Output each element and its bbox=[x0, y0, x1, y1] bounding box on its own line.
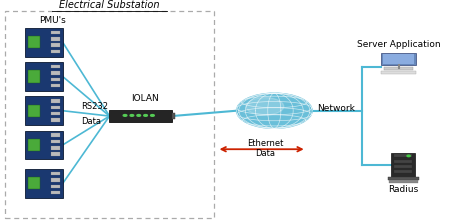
Text: Network: Network bbox=[317, 104, 355, 113]
FancyBboxPatch shape bbox=[382, 53, 416, 65]
Text: Radius: Radius bbox=[388, 185, 419, 194]
FancyBboxPatch shape bbox=[51, 118, 60, 122]
FancyBboxPatch shape bbox=[51, 37, 60, 41]
FancyBboxPatch shape bbox=[51, 140, 60, 143]
Circle shape bbox=[137, 115, 141, 116]
Circle shape bbox=[151, 115, 154, 116]
FancyBboxPatch shape bbox=[51, 191, 60, 194]
FancyBboxPatch shape bbox=[51, 146, 60, 150]
FancyBboxPatch shape bbox=[28, 36, 40, 48]
FancyBboxPatch shape bbox=[25, 62, 63, 91]
FancyBboxPatch shape bbox=[51, 43, 60, 47]
FancyBboxPatch shape bbox=[28, 105, 40, 117]
FancyBboxPatch shape bbox=[51, 105, 60, 109]
FancyBboxPatch shape bbox=[25, 169, 63, 198]
FancyBboxPatch shape bbox=[382, 71, 416, 74]
FancyBboxPatch shape bbox=[51, 50, 60, 53]
FancyBboxPatch shape bbox=[51, 185, 60, 188]
Text: IOLAN: IOLAN bbox=[131, 94, 159, 103]
FancyBboxPatch shape bbox=[51, 99, 60, 103]
Text: Data: Data bbox=[81, 117, 100, 126]
Circle shape bbox=[144, 115, 148, 116]
Text: PMU's: PMU's bbox=[39, 16, 66, 25]
FancyBboxPatch shape bbox=[28, 177, 40, 190]
FancyBboxPatch shape bbox=[51, 84, 60, 87]
Circle shape bbox=[236, 93, 312, 128]
FancyBboxPatch shape bbox=[25, 28, 63, 57]
FancyBboxPatch shape bbox=[384, 54, 414, 64]
FancyBboxPatch shape bbox=[51, 178, 60, 182]
FancyBboxPatch shape bbox=[51, 153, 60, 156]
FancyBboxPatch shape bbox=[51, 133, 60, 137]
FancyBboxPatch shape bbox=[51, 65, 60, 68]
FancyBboxPatch shape bbox=[391, 153, 415, 178]
FancyBboxPatch shape bbox=[51, 71, 60, 75]
FancyBboxPatch shape bbox=[389, 180, 418, 183]
FancyBboxPatch shape bbox=[388, 177, 419, 180]
FancyBboxPatch shape bbox=[51, 78, 60, 81]
FancyBboxPatch shape bbox=[51, 31, 60, 34]
Text: Ethernet
Data: Ethernet Data bbox=[247, 139, 283, 158]
Circle shape bbox=[246, 98, 284, 115]
FancyBboxPatch shape bbox=[394, 165, 413, 168]
FancyBboxPatch shape bbox=[51, 172, 60, 175]
FancyBboxPatch shape bbox=[394, 160, 413, 163]
FancyBboxPatch shape bbox=[28, 139, 40, 151]
FancyBboxPatch shape bbox=[394, 170, 413, 173]
FancyBboxPatch shape bbox=[110, 110, 171, 122]
Circle shape bbox=[130, 115, 134, 116]
FancyBboxPatch shape bbox=[28, 70, 40, 83]
FancyBboxPatch shape bbox=[25, 130, 63, 159]
Text: Server Application: Server Application bbox=[357, 40, 441, 49]
FancyBboxPatch shape bbox=[171, 113, 176, 119]
FancyBboxPatch shape bbox=[394, 155, 413, 157]
FancyBboxPatch shape bbox=[384, 67, 414, 70]
Text: RS232: RS232 bbox=[81, 102, 108, 111]
FancyBboxPatch shape bbox=[25, 96, 63, 125]
Text: Electrical Substation: Electrical Substation bbox=[59, 0, 160, 10]
Circle shape bbox=[407, 155, 410, 157]
Circle shape bbox=[123, 115, 127, 116]
FancyBboxPatch shape bbox=[51, 112, 60, 115]
